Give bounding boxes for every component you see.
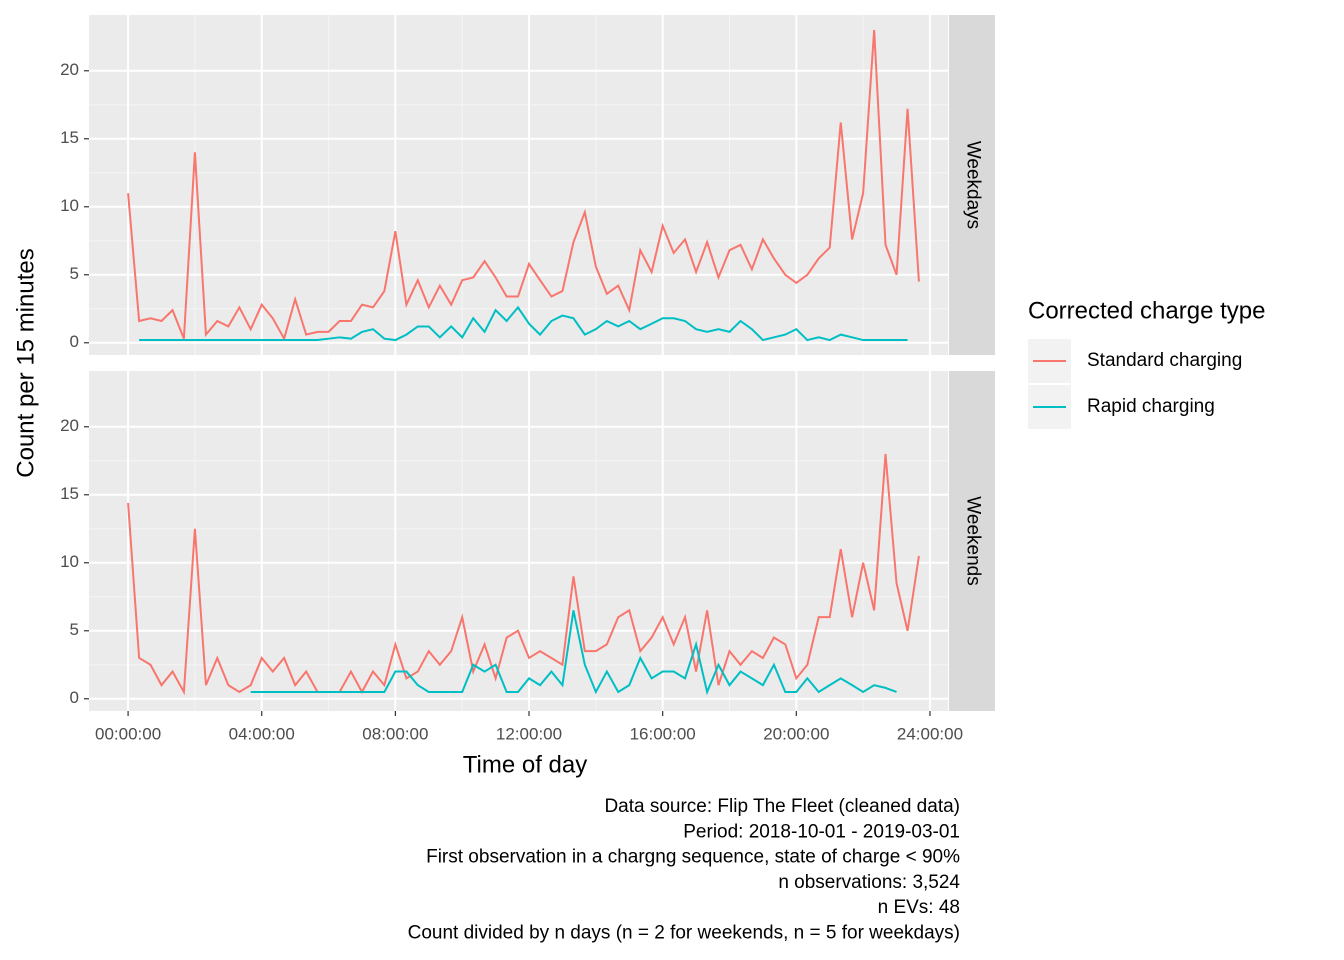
caption-line: Count divided by n days (n = 2 for weeke… [408,923,960,944]
series-line: Standard charging [127,453,920,696]
y-tick-label: 5 [70,264,79,283]
legend-label: Standard charging [1087,350,1242,371]
legend-label: Rapid charging [1087,396,1215,417]
y-tick-label: 15 [60,128,79,147]
caption-line: n EVs: 48 [878,897,960,918]
y-tick-label: 0 [70,688,79,707]
facet-strip [949,371,995,711]
y-tick-label: 10 [60,552,79,571]
y-axis-title: Count per 15 minutes [12,248,39,477]
y-tick-label: 20 [60,416,79,435]
x-tick-label: 12:00:00 [496,724,562,743]
y-tick-label: 10 [60,196,79,215]
series-line [127,29,920,342]
y-tick-label: 5 [70,620,79,639]
caption-line: Period: 2018-10-01 - 2019-03-01 [683,821,960,842]
y-tick-label: 15 [60,484,79,503]
x-tick-label: 04:00:00 [229,724,295,743]
caption-line: n observations: 3,524 [778,872,960,893]
caption-line: First observation in a chargng sequence,… [426,847,960,868]
panel-background [89,15,948,355]
x-tick-label: 00:00:00 [95,724,161,743]
series-line [139,305,908,342]
y-tick-label: 0 [70,332,79,351]
facet-label: Weekends [962,496,983,585]
x-tick-label: 24:00:00 [897,724,963,743]
x-tick-label: 08:00:00 [362,724,428,743]
y-tick-label: 20 [60,60,79,79]
legend-title: Corrected charge type [1028,297,1265,324]
caption-line: Data source: Flip The Fleet (cleaned dat… [604,796,960,817]
facet-strip [949,15,995,355]
series-line: Rapid charging [250,610,897,696]
facet-label: Weekdays [962,141,983,229]
x-tick-label: 16:00:00 [630,724,696,743]
x-tick-label: 20:00:00 [763,724,829,743]
x-axis-title: Time of day [463,751,588,778]
